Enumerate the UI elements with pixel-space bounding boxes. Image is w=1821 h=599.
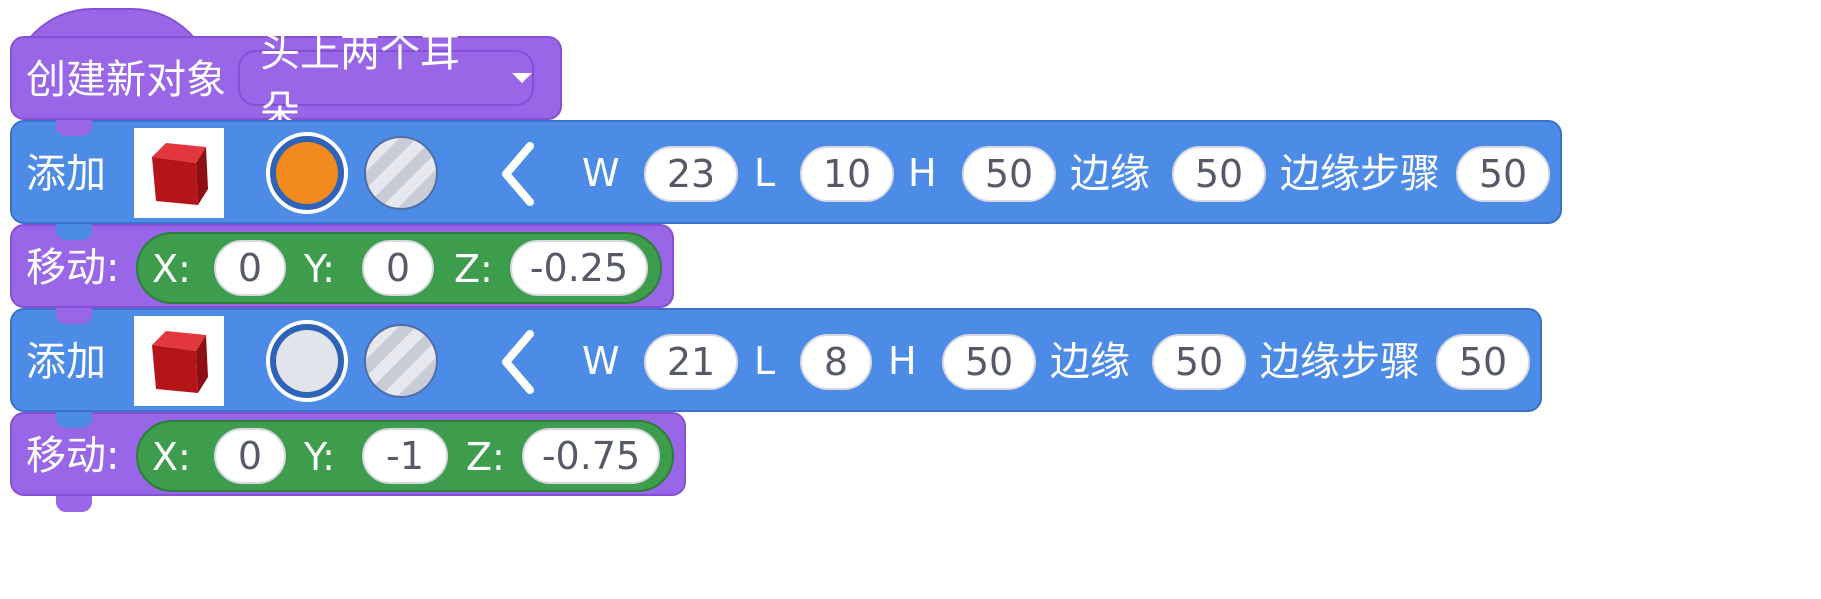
- edge-label: 边缘: [1050, 339, 1130, 385]
- w-label: W: [582, 151, 620, 195]
- move-block[interactable]: 移动: X: 0 Y: -1 Z: -0.75: [10, 412, 686, 512]
- connector-notch: [56, 308, 92, 324]
- z-input[interactable]: -0.75: [522, 428, 660, 484]
- move-label: 移动:: [26, 433, 120, 479]
- dropdown-caret-icon: [512, 73, 532, 83]
- cube-icon: [152, 331, 208, 393]
- cube-thumbnail[interactable]: [134, 128, 224, 218]
- l-input[interactable]: 10: [800, 146, 894, 202]
- texture-swatch[interactable]: [364, 324, 438, 398]
- cube-icon: [152, 143, 208, 205]
- w-input[interactable]: 23: [644, 146, 738, 202]
- color-swatch-selected[interactable]: [266, 320, 348, 402]
- edge-input[interactable]: 50: [1152, 334, 1246, 390]
- dropdown-value: 头上两个耳朵: [260, 30, 460, 134]
- y-input[interactable]: -1: [362, 428, 448, 484]
- object-name-dropdown[interactable]: 头上两个耳朵: [238, 30, 534, 134]
- texture-swatch[interactable]: [364, 136, 438, 210]
- h-input[interactable]: 50: [942, 334, 1036, 390]
- xyz-operator[interactable]: X: 0 Y: 0 Z: -0.25: [136, 232, 662, 304]
- z-label: Z:: [454, 247, 493, 291]
- connector-notch: [56, 412, 92, 428]
- color-fill: [276, 330, 338, 392]
- add-label: 添加: [26, 339, 106, 385]
- color-fill: [276, 142, 338, 204]
- l-label: L: [754, 151, 776, 195]
- y-input[interactable]: 0: [362, 240, 434, 296]
- color-swatch-selected[interactable]: [266, 132, 348, 214]
- edge-step-input[interactable]: 50: [1436, 334, 1530, 390]
- l-label: L: [754, 339, 776, 383]
- edge-step-label: 边缘步骤: [1260, 339, 1420, 385]
- edge-step-label: 边缘步骤: [1280, 151, 1440, 197]
- bottom-connector-tab: [56, 496, 92, 512]
- y-label: Y:: [304, 435, 335, 479]
- add-shape-block[interactable]: 添加 W 23 L 10 H 50 边缘 50 边缘步骤 50: [10, 120, 1562, 224]
- x-input[interactable]: 0: [214, 240, 286, 296]
- add-label: 添加: [26, 151, 106, 197]
- w-label: W: [582, 339, 620, 383]
- edge-input[interactable]: 50: [1172, 146, 1266, 202]
- z-input[interactable]: -0.25: [510, 240, 648, 296]
- move-block[interactable]: 移动: X: 0 Y: 0 Z: -0.25: [10, 224, 674, 308]
- l-input[interactable]: 8: [800, 334, 872, 390]
- z-label: Z:: [466, 435, 505, 479]
- add-shape-block[interactable]: 添加 W 21 L 8 H 50 边缘 50 边缘步骤 50: [10, 308, 1542, 412]
- create-object-label: 创建新对象: [26, 57, 226, 103]
- edge-label: 边缘: [1070, 151, 1150, 197]
- move-label: 移动:: [26, 245, 120, 291]
- h-label: H: [888, 339, 917, 383]
- x-input[interactable]: 0: [214, 428, 286, 484]
- w-input[interactable]: 21: [644, 334, 738, 390]
- connector-notch: [56, 224, 92, 240]
- edge-step-input[interactable]: 50: [1456, 146, 1550, 202]
- chevron-left-icon[interactable]: [498, 142, 538, 206]
- xyz-operator[interactable]: X: 0 Y: -1 Z: -0.75: [136, 420, 674, 492]
- cube-thumbnail[interactable]: [134, 316, 224, 406]
- connector-notch: [56, 120, 92, 136]
- h-input[interactable]: 50: [962, 146, 1056, 202]
- y-label: Y:: [304, 247, 335, 291]
- chevron-left-icon[interactable]: [498, 330, 538, 394]
- h-label: H: [908, 151, 937, 195]
- x-label: X:: [152, 247, 191, 291]
- create-object-hat-block[interactable]: 创建新对象 头上两个耳朵: [10, 30, 562, 134]
- x-label: X:: [152, 435, 191, 479]
